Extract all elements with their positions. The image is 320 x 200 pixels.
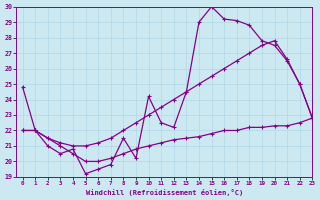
X-axis label: Windchill (Refroidissement éolien,°C): Windchill (Refroidissement éolien,°C)	[86, 189, 243, 196]
